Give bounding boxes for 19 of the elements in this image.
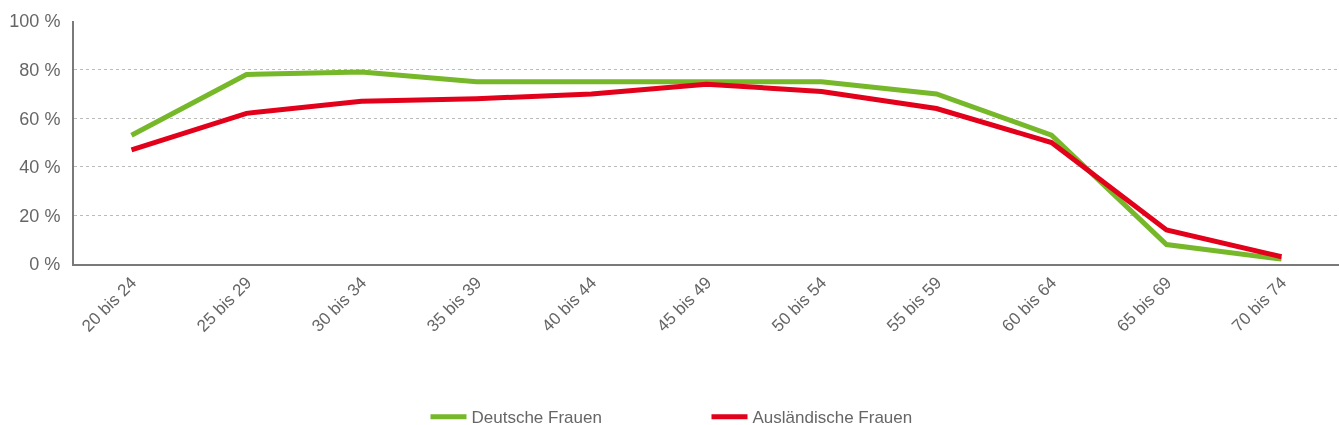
- y-tick-label: 40 %: [19, 157, 61, 178]
- x-tick-label: 45 bis 49: [653, 273, 716, 336]
- legend-label: Deutsche Frauen: [471, 408, 602, 425]
- x-tick-label: 60 bis 64: [998, 273, 1061, 336]
- x-tick-label: 30 bis 34: [308, 273, 371, 336]
- y-tick-label: 20 %: [19, 205, 61, 226]
- x-tick-label: 70 bis 74: [1228, 273, 1291, 336]
- x-tick-label: 55 bis 59: [883, 273, 946, 336]
- y-tick-label: 100 %: [9, 11, 61, 32]
- x-tick-label: 40 bis 44: [538, 273, 601, 336]
- y-tick-label: 60 %: [19, 108, 61, 129]
- x-tick-label: 65 bis 69: [1113, 273, 1176, 336]
- x-tick-label: 25 bis 29: [193, 273, 256, 336]
- x-tick-label: 20 bis 24: [78, 273, 141, 336]
- y-tick-label: 0 %: [29, 254, 61, 275]
- x-tick-label: 35 bis 39: [423, 273, 486, 336]
- x-tick-label: 50 bis 54: [768, 273, 831, 336]
- legend-label: Ausländische Frauen: [752, 408, 913, 425]
- y-tick-label: 80 %: [19, 59, 61, 80]
